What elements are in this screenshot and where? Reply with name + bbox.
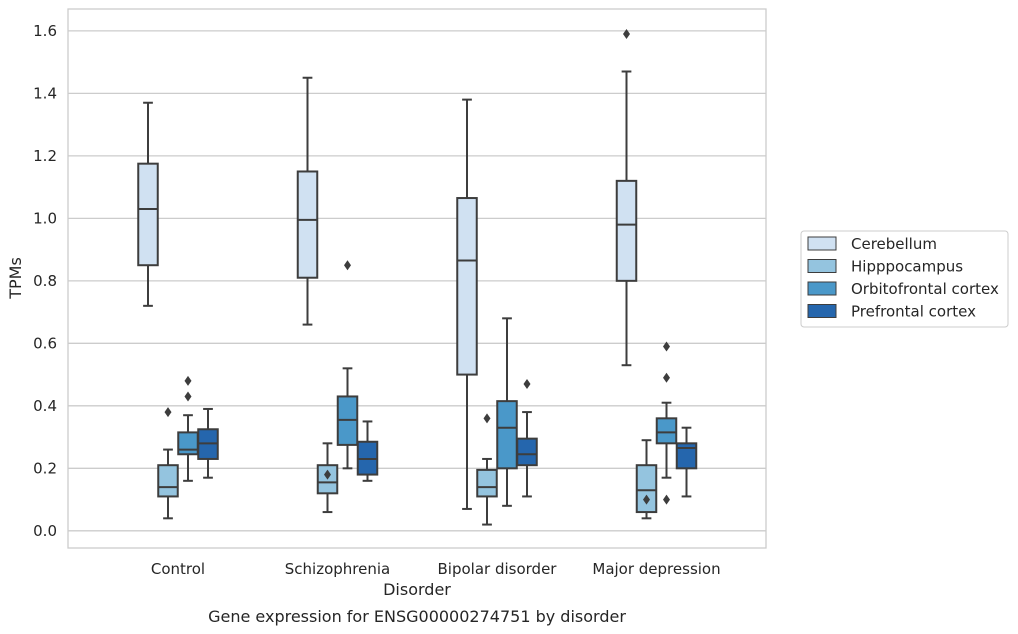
outlier-point bbox=[663, 494, 670, 505]
category-group bbox=[615, 28, 698, 520]
box bbox=[615, 179, 638, 282]
category-group bbox=[456, 98, 538, 526]
box bbox=[137, 162, 159, 267]
outlier-point bbox=[663, 372, 670, 383]
chart-caption: Gene expression for ENSG00000274751 by d… bbox=[208, 607, 626, 626]
x-axis-label: Disorder bbox=[383, 580, 451, 599]
y-tick-labels: 0.0 0.2 0.4 0.6 0.8 1.0 1.2 1.4 1.6 bbox=[33, 22, 57, 540]
legend-frame bbox=[800, 230, 1009, 328]
y-tick-label: 0.6 bbox=[33, 334, 57, 352]
y-tick-label: 0.0 bbox=[33, 522, 57, 540]
legend-swatch bbox=[807, 236, 837, 251]
y-axis-label: TPMs bbox=[6, 257, 25, 300]
legend-swatch bbox=[807, 259, 837, 273]
x-tick-label: Control bbox=[151, 560, 205, 578]
outlier-point bbox=[623, 28, 630, 39]
category-group bbox=[137, 101, 219, 520]
legend-label: Cerebellum bbox=[851, 235, 937, 253]
box bbox=[177, 431, 199, 456]
legend-swatch bbox=[807, 304, 837, 318]
outlier-point bbox=[483, 413, 491, 424]
box bbox=[476, 468, 498, 498]
legend-label: Prefrontal cortex bbox=[851, 303, 976, 321]
y-tick-label: 0.4 bbox=[33, 397, 57, 415]
box bbox=[456, 197, 478, 376]
outlier-point bbox=[184, 375, 192, 386]
y-gridlines bbox=[68, 30, 766, 532]
box bbox=[516, 437, 538, 467]
y-tick-label: 1.0 bbox=[33, 209, 57, 227]
outlier-point bbox=[663, 341, 670, 352]
legend-label: Hipppocampus bbox=[851, 258, 963, 276]
box bbox=[655, 417, 678, 445]
box bbox=[675, 442, 698, 470]
plot-background bbox=[68, 9, 766, 548]
box bbox=[496, 400, 518, 470]
x-tick-label: Major depression bbox=[592, 560, 720, 578]
legend-label: Orbitofrontal cortex bbox=[851, 280, 999, 298]
outlier-point bbox=[523, 378, 531, 389]
legend: Cerebellum Hipppocampus Orbitofrontal cort… bbox=[800, 230, 1009, 328]
y-tick-label: 0.8 bbox=[33, 272, 57, 290]
x-tick-label: Bipolar disorder bbox=[438, 560, 558, 578]
x-tick-label: Schizophrenia bbox=[285, 560, 390, 578]
y-tick-label: 1.6 bbox=[33, 22, 57, 40]
outlier-point bbox=[184, 391, 192, 402]
box-groups bbox=[137, 28, 698, 526]
outlier-point bbox=[324, 469, 331, 480]
y-tick-label: 1.2 bbox=[33, 147, 57, 165]
box bbox=[635, 464, 658, 514]
plot-frame bbox=[67, 8, 767, 549]
y-tick-label: 1.4 bbox=[33, 84, 57, 102]
legend-swatch bbox=[807, 281, 837, 296]
box bbox=[157, 464, 179, 498]
outlier-point bbox=[344, 260, 351, 271]
outlier-point bbox=[164, 407, 172, 418]
box bbox=[296, 170, 319, 279]
category-group bbox=[296, 76, 379, 514]
y-tick-label: 0.2 bbox=[33, 459, 57, 477]
outlier-point bbox=[643, 494, 650, 505]
x-tick-labels: Control Schizophrenia Bipolar disorder Majo… bbox=[151, 560, 721, 578]
